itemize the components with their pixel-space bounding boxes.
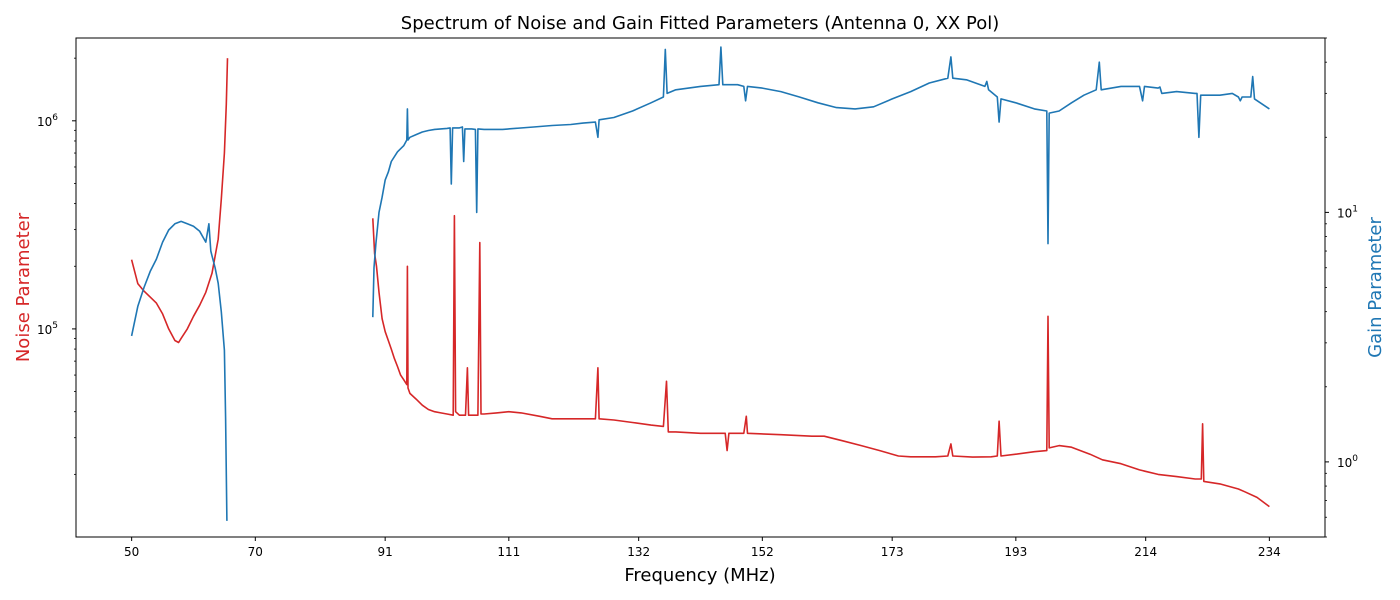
noise-line-segment-1 [130,58,229,344]
plot-frame [75,37,1326,538]
y-axis-right: 100 101 [1325,37,1358,538]
x-tick-label: 152 [751,545,774,559]
x-axis-label: Frequency (MHz) [624,565,775,586]
x-tick-label: 91 [378,545,393,559]
gain-line-segment-2 [372,46,1270,318]
x-axis: 50 70 91 111 132 152 173 193 214 234 [124,537,1281,559]
x-tick-label: 132 [627,545,650,559]
x-tick-label: 70 [248,545,263,559]
x-tick-label: 111 [497,545,520,559]
y-tick-label: 106 [37,113,58,129]
x-tick-label: 173 [881,545,904,559]
x-tick-label: 50 [124,545,139,559]
x-tick-label: 234 [1258,545,1281,559]
gain-line-segment-1 [130,220,228,521]
chart-title: Spectrum of Noise and Gain Fitted Parame… [401,13,999,34]
y-axis-left: 105 106 [37,57,76,475]
y-tick-label: 101 [1337,204,1358,220]
y-axis-right-label: Gain Parameter [1365,217,1386,358]
y-tick-label: 100 [1337,454,1358,470]
y-tick-label: 105 [37,321,58,337]
x-tick-label: 214 [1134,545,1157,559]
y-axis-left-label: Noise Parameter [13,212,34,362]
series-layer [130,46,1270,521]
noise-line-segment-2 [372,214,1270,508]
x-tick-label: 193 [1004,545,1027,559]
